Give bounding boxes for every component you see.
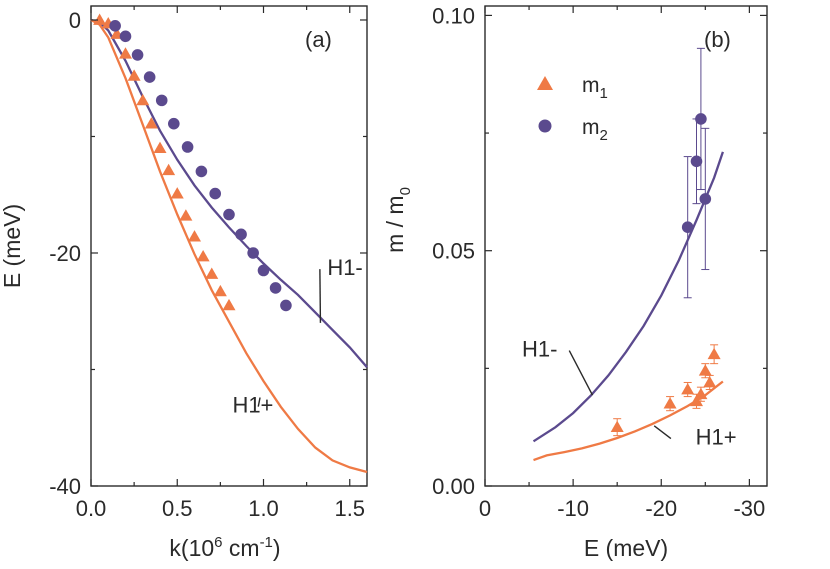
panel-b-y-axis-title: m / m0 bbox=[382, 187, 414, 253]
panel-a-point-m1 bbox=[162, 163, 176, 176]
panel-b-point-m1 bbox=[703, 375, 717, 388]
panel-b-curve-h1 bbox=[532, 151, 724, 443]
panel-b-frame bbox=[484, 5, 768, 487]
panel-a-xtick-label: 0.0 bbox=[76, 496, 107, 521]
panel-a-pointer-h1 bbox=[257, 397, 261, 407]
panel-b-point-m1 bbox=[707, 347, 721, 360]
panel-b-label: (b) bbox=[704, 27, 731, 52]
panel-b-point-m1 bbox=[694, 387, 708, 400]
panel-b-point-m2 bbox=[699, 193, 712, 205]
panel-a-point-m1 bbox=[119, 47, 132, 59]
panel-b-point-m2 bbox=[681, 221, 694, 233]
panel-b-point-m1 bbox=[690, 394, 703, 407]
panel-a: H1- H1+ 0.0 0.5 1.0 1.5 0 -20 -40 (a) E (meV) k… bbox=[0, 5, 368, 561]
panel-b-pointer-h1 bbox=[568, 350, 594, 396]
x-title-a-main: k(10 bbox=[169, 535, 214, 561]
panel-b-x-axis-title: E (meV) bbox=[584, 535, 668, 561]
panel-a-point-m1 bbox=[222, 298, 236, 311]
panel-a-point-m1 bbox=[136, 93, 150, 106]
panel-a-point-m2 bbox=[119, 30, 132, 43]
panel-a-point-m1 bbox=[127, 69, 141, 81]
panel-a-xtick-label: 1.0 bbox=[248, 496, 279, 521]
panel-b-ytick-label: 0.05 bbox=[432, 239, 475, 264]
panel-b-xtick-label: 0 bbox=[479, 496, 491, 521]
panel-b-pointer-h1 bbox=[653, 425, 672, 440]
panel-b-xtick-label: -20 bbox=[645, 496, 677, 521]
panel-a-point-m1 bbox=[170, 187, 184, 199]
panel-b-point-m1 bbox=[663, 397, 677, 409]
panel-a-xtick-label: 1.5 bbox=[334, 496, 365, 521]
panel-a-point-m2 bbox=[235, 228, 247, 241]
legend-m1-sub: 1 bbox=[600, 85, 608, 102]
legend-m1-label: m1 bbox=[582, 74, 608, 102]
panel-b-point-m2 bbox=[690, 155, 703, 168]
y-title-b-sub: 0 bbox=[397, 187, 414, 195]
panel-a-point-m2 bbox=[280, 299, 292, 312]
panel-b-curve-h1 bbox=[533, 380, 724, 462]
panel-a-label-h1: H1- bbox=[327, 255, 362, 280]
panel-b-label-h1: H1+ bbox=[696, 425, 737, 450]
legend-m2-marker bbox=[538, 119, 552, 133]
x-title-a-close: ) bbox=[273, 535, 281, 561]
legend-m2-label: m2 bbox=[582, 116, 608, 144]
legend-m2-text: m bbox=[582, 116, 600, 139]
panel-a-point-m2 bbox=[195, 165, 208, 178]
panel-a-point-m1 bbox=[93, 13, 107, 25]
panel-a-point-m1 bbox=[213, 284, 227, 297]
panel-a-point-m1 bbox=[188, 230, 201, 242]
panel-a-point-m2 bbox=[181, 141, 194, 153]
x-title-a-unit-exp: -1 bbox=[260, 534, 273, 551]
panel-a-point-m1 bbox=[179, 209, 193, 221]
panel-a-point-m1 bbox=[205, 267, 219, 279]
panel-a-label: (a) bbox=[305, 27, 332, 52]
panel-b-ytick-label: 0.10 bbox=[432, 3, 475, 28]
panel-a-point-m2 bbox=[143, 71, 156, 83]
panel-b-point-m1 bbox=[610, 420, 624, 433]
y-title-b-main: m / m bbox=[382, 195, 408, 253]
legend-m1-marker bbox=[537, 76, 553, 90]
legend: m1 m2 bbox=[537, 74, 608, 144]
panel-a-x-axis-title: k(106 cm-1) bbox=[169, 534, 280, 561]
panel-a-ytick-label: -40 bbox=[49, 474, 81, 499]
panel-a-point-m2 bbox=[131, 49, 144, 61]
panel-a-point-m2 bbox=[155, 94, 168, 107]
panel-a-point-m1 bbox=[196, 249, 210, 262]
panel-a-curve-h1 bbox=[90, 18, 368, 474]
panel-b-point-m2 bbox=[695, 113, 707, 125]
panel-b-label-h1: H1- bbox=[522, 337, 557, 362]
panel-b-ytick-label: 0.00 bbox=[432, 474, 475, 499]
panel-a-point-m2 bbox=[257, 264, 270, 277]
panel-a-frame bbox=[90, 5, 368, 487]
panel-a-curve-h1 bbox=[90, 18, 368, 368]
panel-a-point-m2 bbox=[209, 187, 221, 200]
panel-b-xtick-label: -30 bbox=[733, 496, 765, 521]
panel-a-label-h1: H1+ bbox=[232, 393, 273, 418]
panel-a-y-axis-title: E (meV) bbox=[0, 204, 25, 288]
panel-a-ytick-label: -20 bbox=[49, 241, 81, 266]
x-title-a-exp: 6 bbox=[214, 534, 222, 551]
panel-b-point-m1 bbox=[698, 364, 712, 376]
panel-a-point-m1 bbox=[153, 141, 167, 154]
panel-a-point-m2 bbox=[168, 117, 180, 130]
panel-a-point-m2 bbox=[269, 282, 282, 294]
panel-a-xtick-label: 0.5 bbox=[162, 496, 193, 521]
panel-a-point-m1 bbox=[144, 117, 158, 129]
panel-a-ytick-label: 0 bbox=[69, 8, 81, 33]
panel-b-point-m1 bbox=[681, 383, 695, 395]
panel-a-point-m2 bbox=[109, 20, 121, 32]
panel-a-point-m2 bbox=[223, 208, 235, 221]
legend-m2-sub: 2 bbox=[600, 127, 608, 144]
x-title-a-unit: cm bbox=[223, 535, 260, 561]
panel-a-point-m2 bbox=[247, 247, 259, 259]
panel-b: H1-H1+ 0 -10 -20 -300.000.050.10 (b) m / m0… bbox=[382, 3, 768, 561]
panel-a-pointer-h1 bbox=[319, 269, 322, 323]
legend-m1-text: m bbox=[582, 74, 600, 97]
panel-b-xtick-label: -10 bbox=[557, 496, 589, 521]
